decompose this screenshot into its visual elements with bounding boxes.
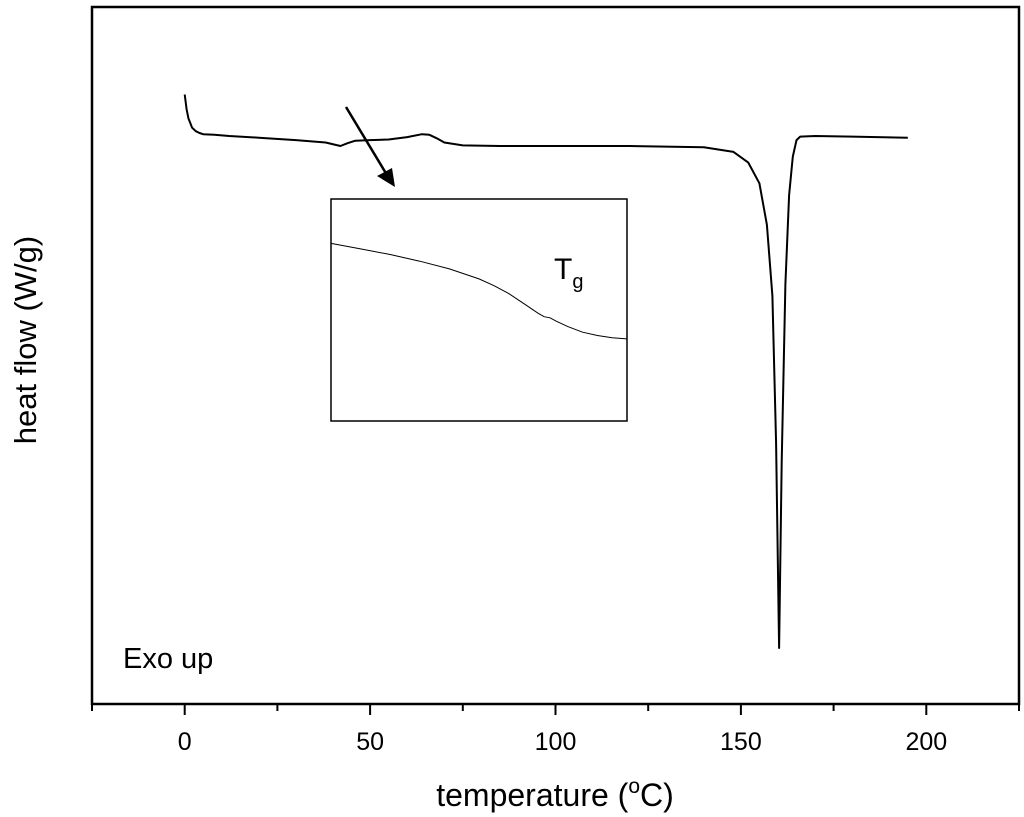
inset-tg-label: Tg	[554, 253, 583, 293]
x-tick-label: 150	[720, 728, 762, 756]
x-tick-label: 200	[905, 728, 947, 756]
x-axis-tick-labels: 0 50 100 150 200	[178, 728, 947, 756]
x-axis-title: temperature (oC)	[436, 775, 674, 813]
x-tick-label: 100	[535, 728, 577, 756]
arrow-shaft	[344, 106, 389, 176]
heat-flow-series-line	[183, 94, 908, 649]
x-axis-title-unit: C)	[640, 777, 674, 813]
x-tick-label: 0	[178, 728, 192, 756]
x-tick-label: 50	[356, 728, 384, 756]
inset-series-line	[330, 242, 628, 340]
y-axis-title: heat flow (W/g)	[8, 236, 43, 444]
tg-inset: Tg	[330, 198, 628, 422]
x-axis-title-superscript: o	[628, 775, 640, 798]
inset-tg-subscript: g	[572, 271, 583, 293]
annotation-exo-up: Exo up	[123, 643, 213, 675]
x-axis-title-main: temperature (	[436, 777, 628, 813]
inset-pointer-arrow	[344, 106, 395, 187]
inset-frame	[330, 198, 628, 422]
inset-tg-main: T	[554, 253, 572, 286]
x-axis-ticks	[91, 704, 1020, 715]
arrow-head	[377, 168, 395, 187]
